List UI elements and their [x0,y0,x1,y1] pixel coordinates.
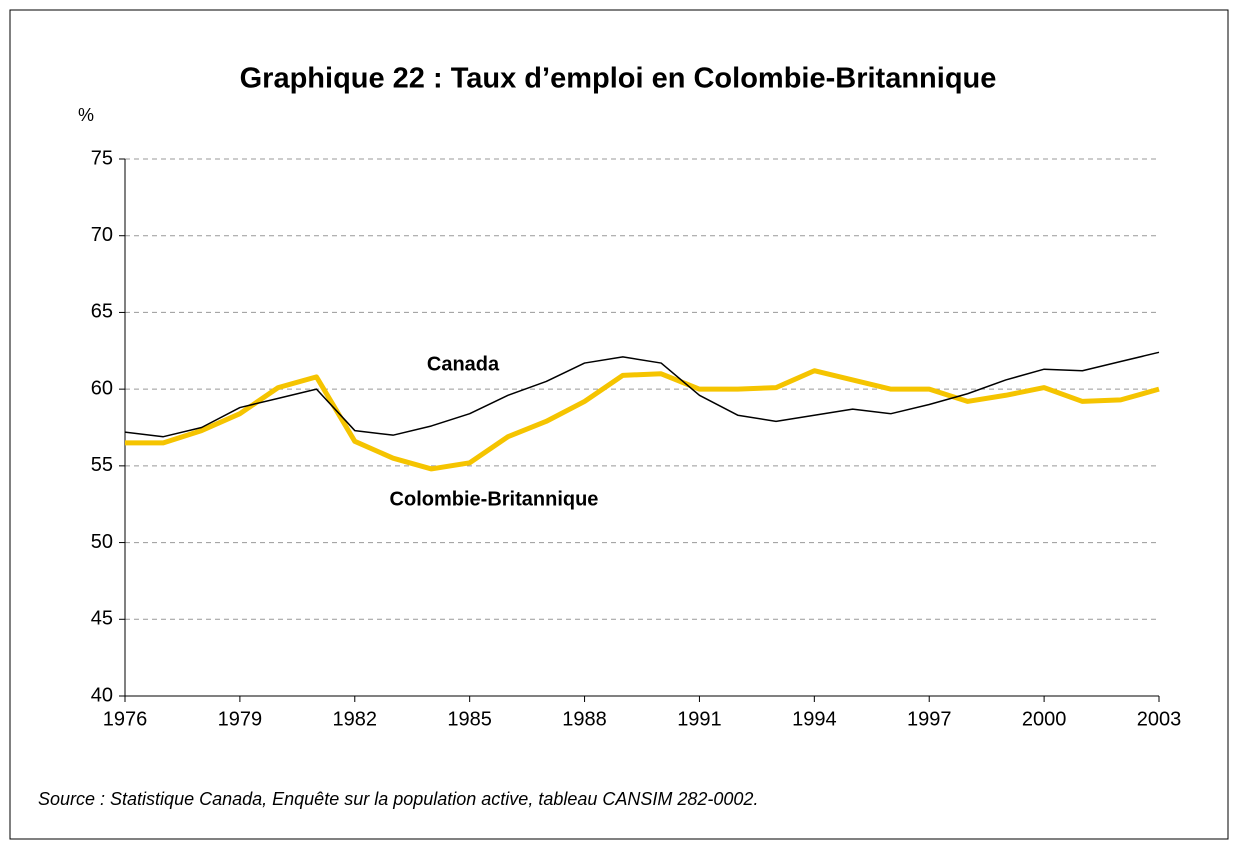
series-label: Colombie-Britannique [390,488,599,510]
x-tick-label: 1976 [103,708,148,730]
y-tick-label: 45 [91,608,113,630]
chart-title: Graphique 22 : Taux d’emploi en Colombie… [240,63,997,95]
x-tick-label: 1979 [218,708,263,730]
y-tick-label: 40 [91,684,113,706]
y-tick-label: 55 [91,454,113,476]
x-tick-label: 2003 [1137,708,1182,730]
y-tick-label: 75 [91,147,113,169]
y-tick-label: 65 [91,301,113,323]
source-note: Source : Statistique Canada, Enquête sur… [38,789,758,809]
x-tick-label: 1988 [562,708,607,730]
x-tick-label: 1991 [677,708,722,730]
y-tick-label: 50 [91,531,113,553]
y-tick-label: 70 [91,224,113,246]
x-tick-label: 2000 [1022,708,1067,730]
x-tick-label: 1997 [907,708,952,730]
series-label: Canada [427,353,500,375]
x-tick-label: 1985 [447,708,492,730]
y-tick-label: 60 [91,377,113,399]
line-series [124,351,1160,438]
x-tick-label: 1982 [333,708,378,730]
line-series [125,368,1160,472]
y-axis-label: % [78,105,94,125]
x-tick-label: 1994 [792,708,837,730]
